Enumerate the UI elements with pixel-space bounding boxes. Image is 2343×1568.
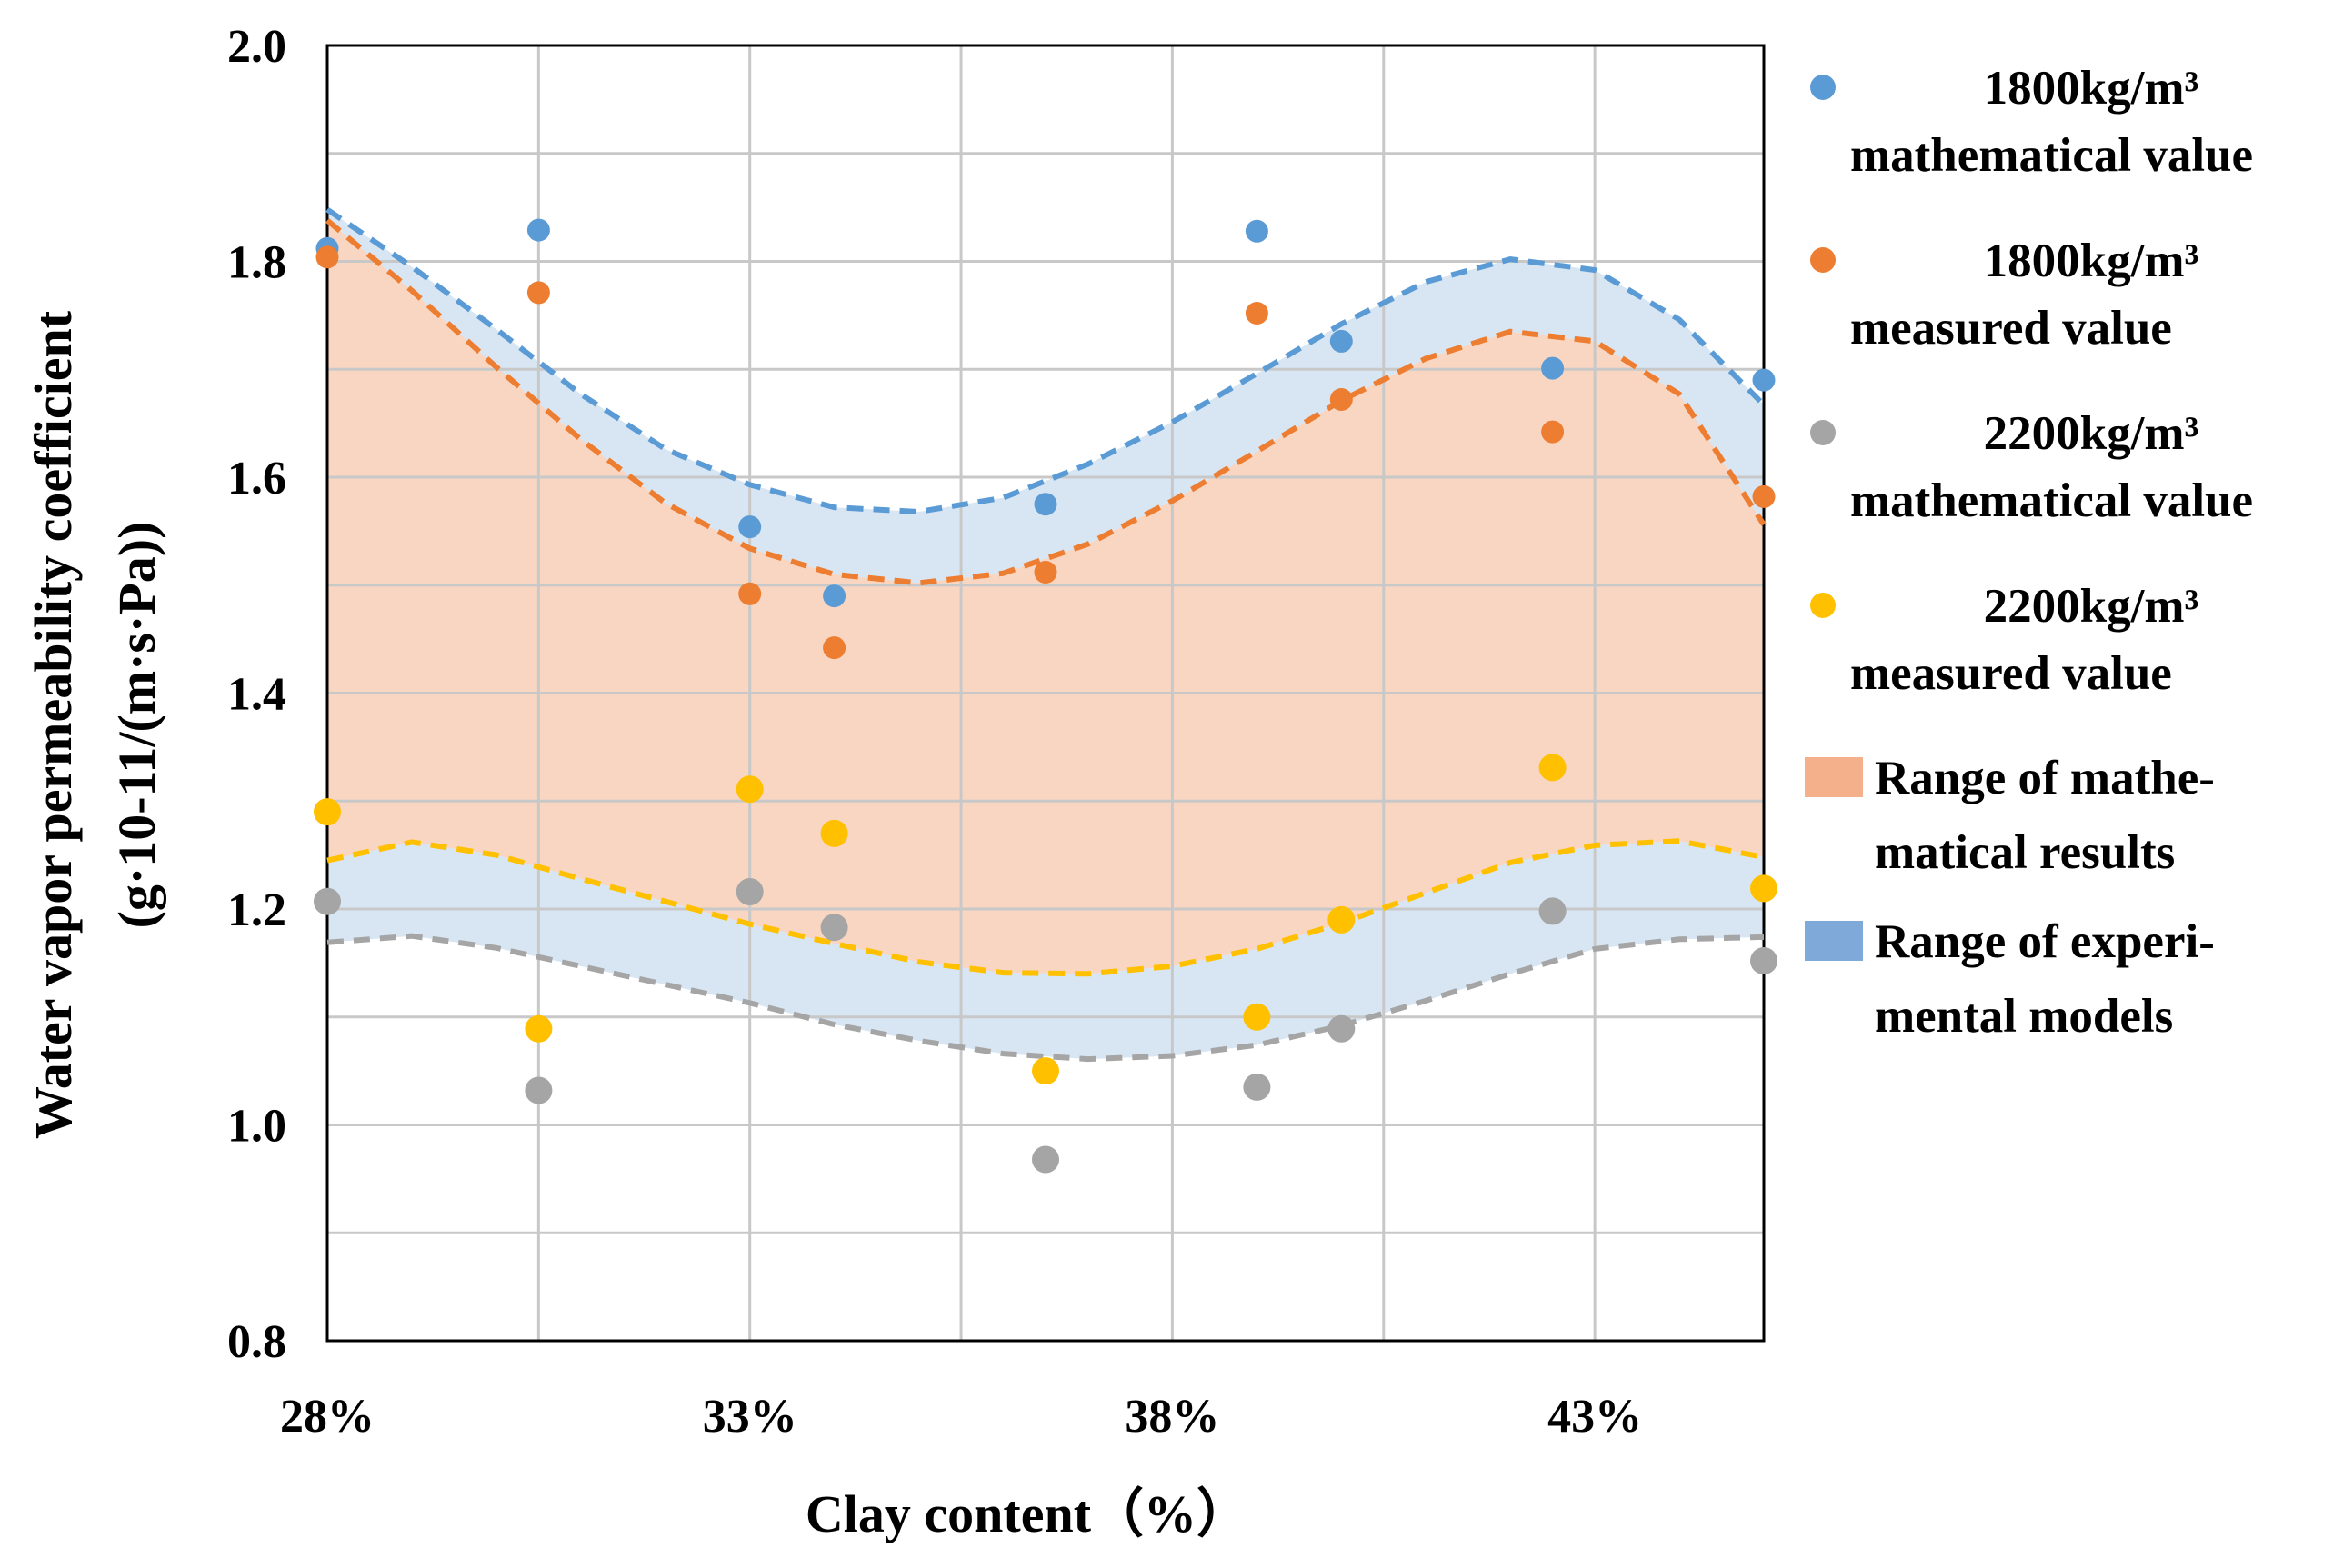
y-tick-label: 1.8 [227, 237, 286, 289]
trend-line-4 [326, 933, 1765, 1063]
data-point-series-3[interactable] [1243, 1073, 1271, 1101]
legend-label-range-experimental-line1: Range of experi- [1875, 915, 2215, 968]
x-tick-label: 33% [703, 1391, 797, 1443]
data-point-series-4[interactable] [1032, 1057, 1059, 1085]
tick-labels: 0.8 1.0 1.2 1.4 1.6 1.8 2.0 28% 33% 38% 43% [227, 21, 1642, 1443]
y-axis-title-line2: (g·10-11/(m·s·Pa)) [107, 522, 166, 929]
data-point-series-3[interactable] [1032, 1145, 1059, 1174]
x-tick-label: 43% [1547, 1391, 1642, 1443]
y-tick-label: 0.8 [227, 1316, 286, 1368]
x-tick-label: 28% [280, 1391, 375, 1443]
legend-marker-1800-measured [1810, 247, 1836, 273]
legend-marker-2200-measured [1810, 593, 1836, 618]
data-point-series-4[interactable] [1243, 1003, 1271, 1031]
legend-label-2200-mathematical-line2: mathematical value [1850, 474, 2253, 527]
data-point-series-4[interactable] [736, 775, 764, 804]
data-point-series-4[interactable] [314, 798, 341, 826]
data-point-series-4[interactable] [525, 1014, 553, 1043]
data-point-series-2[interactable] [738, 582, 762, 605]
legend: 1800kg/m³ mathematical value 1800kg/m³ m… [1805, 62, 2253, 1043]
legend-label-range-experimental-line2: mental models [1875, 990, 2173, 1043]
data-point-series-2[interactable] [315, 245, 339, 269]
legend-label-1800-mathematical-line2: mathematical value [1850, 129, 2253, 182]
legend-label-1800-measured-line2: measured value [1850, 302, 2172, 355]
data-point-series-4[interactable] [1538, 754, 1567, 782]
range-band-experimental-1 [327, 209, 1764, 584]
y-tick-label: 1.2 [227, 884, 286, 936]
data-points [314, 218, 1777, 1174]
legend-entry-2200-measured[interactable]: 2200kg/m³ measured value [1810, 580, 2198, 700]
data-point-series-1[interactable] [823, 584, 846, 608]
data-point-series-1[interactable] [1245, 219, 1268, 243]
gridlines [327, 45, 1764, 1341]
data-point-series-2[interactable] [1541, 420, 1565, 444]
data-point-series-1[interactable] [526, 218, 550, 242]
y-tick-label: 2.0 [227, 21, 286, 73]
trend-line-3 [326, 838, 1765, 977]
legend-label-2200-measured-line2: measured value [1850, 647, 2172, 700]
y-axis-title: Water vapor permeability coefficient (g·… [24, 310, 166, 1139]
legend-label-2200-mathematical-line1: 2200kg/m³ [1984, 407, 2199, 460]
y-tick-label: 1.6 [227, 453, 286, 504]
x-tick-label: 38% [1125, 1391, 1219, 1443]
legend-entry-2200-mathematical[interactable]: 2200kg/m³ mathematical value [1810, 407, 2253, 527]
legend-label-range-mathematical-line2: matical results [1875, 826, 2175, 879]
y-tick-label: 1.4 [227, 669, 286, 721]
data-point-series-1[interactable] [1034, 493, 1057, 516]
legend-label-1800-measured-line1: 1800kg/m³ [1984, 235, 2199, 287]
data-point-series-4[interactable] [1327, 905, 1356, 934]
legend-marker-2200-mathematical [1810, 420, 1836, 445]
data-point-series-3[interactable] [525, 1076, 553, 1104]
data-point-series-3[interactable] [1538, 897, 1567, 925]
data-point-series-2[interactable] [1329, 388, 1353, 411]
data-point-series-2[interactable] [1752, 484, 1776, 508]
legend-label-range-mathematical-line1: Range of mathe- [1875, 752, 2215, 804]
data-point-series-1[interactable] [1752, 368, 1776, 392]
legend-entry-1800-mathematical[interactable]: 1800kg/m³ mathematical value [1810, 62, 2253, 182]
trend-line-1 [325, 207, 1767, 515]
data-point-series-4[interactable] [1750, 874, 1777, 903]
data-point-series-2[interactable] [526, 281, 550, 305]
legend-swatch-range-mathematical [1805, 757, 1863, 797]
data-point-series-2[interactable] [823, 636, 846, 660]
plot-frame [325, 44, 1766, 1343]
data-point-series-3[interactable] [1327, 1014, 1356, 1043]
data-point-series-3[interactable] [1750, 947, 1777, 974]
data-point-series-4[interactable] [820, 819, 848, 847]
legend-label-2200-measured-line1: 2200kg/m³ [1984, 580, 2199, 633]
x-axis-title: Clay content（%） [806, 1484, 1249, 1543]
legend-label-1800-mathematical-line1: 1800kg/m³ [1984, 62, 2199, 115]
y-tick-label: 1.0 [227, 1101, 286, 1153]
legend-marker-1800-mathematical [1810, 75, 1836, 100]
data-point-series-1[interactable] [1541, 356, 1565, 380]
data-point-series-3[interactable] [314, 887, 341, 915]
data-point-series-3[interactable] [820, 914, 848, 942]
legend-swatch-range-experimental [1805, 921, 1863, 961]
data-point-series-2[interactable] [1245, 302, 1268, 325]
data-point-series-1[interactable] [738, 515, 762, 539]
trend-lines [325, 207, 1767, 1063]
legend-entry-1800-measured[interactable]: 1800kg/m³ measured value [1810, 235, 2198, 355]
data-point-series-1[interactable] [1329, 329, 1353, 353]
range-band-mathematical [327, 220, 1764, 974]
legend-entry-range-mathematical[interactable]: Range of mathe- matical results [1805, 752, 2215, 879]
y-axis-title-line1: Water vapor permeability coefficient [24, 310, 83, 1139]
data-point-series-2[interactable] [1034, 561, 1057, 584]
trend-line-2 [325, 218, 1767, 586]
legend-entry-range-experimental[interactable]: Range of experi- mental models [1805, 915, 2215, 1043]
data-point-series-3[interactable] [736, 878, 764, 905]
